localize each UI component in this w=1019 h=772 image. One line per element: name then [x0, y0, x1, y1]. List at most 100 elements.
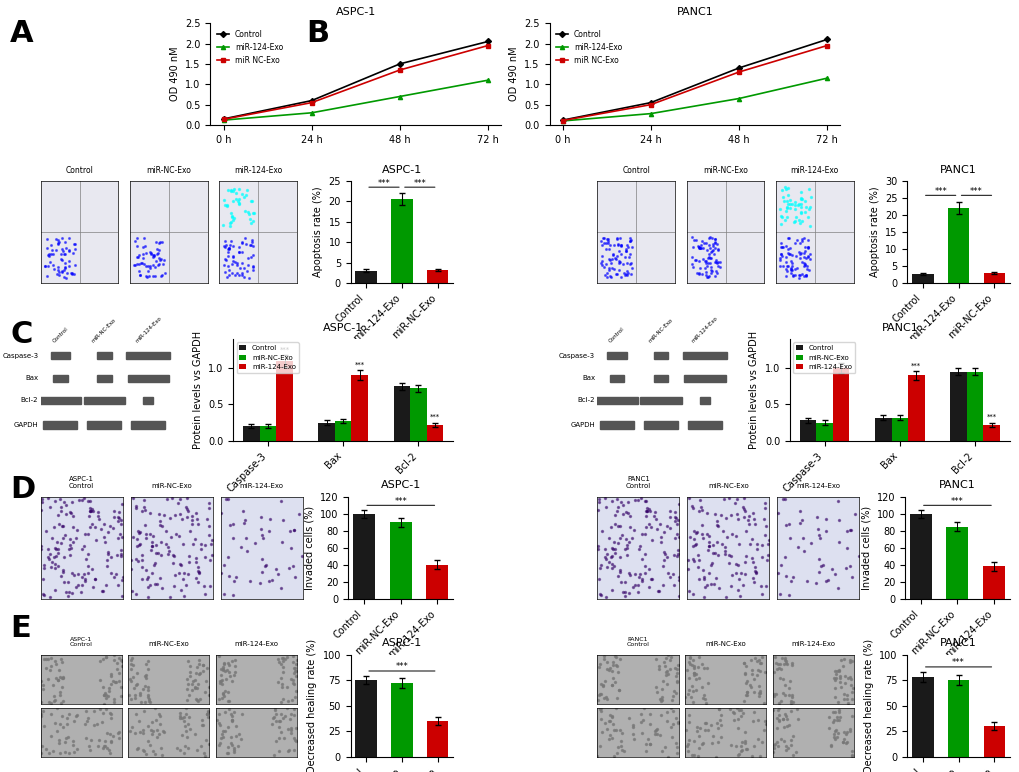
Point — [217, 266, 233, 278]
Point — [655, 526, 672, 538]
Point — [597, 243, 613, 256]
Point — [776, 263, 793, 276]
Point — [254, 553, 270, 565]
Point — [245, 240, 261, 252]
Point — [191, 566, 207, 578]
Point — [787, 236, 803, 249]
Point — [240, 208, 257, 220]
Point — [709, 244, 726, 256]
Point — [224, 517, 240, 530]
Bar — [352, 375, 368, 441]
Point — [58, 242, 74, 254]
Text: A: A — [10, 19, 34, 49]
Point — [768, 721, 785, 733]
Point — [152, 519, 168, 531]
Point — [693, 519, 709, 531]
Point — [144, 567, 160, 579]
Point — [135, 504, 151, 516]
Point — [712, 719, 729, 731]
Point — [100, 689, 116, 702]
Point — [708, 238, 725, 250]
Point — [669, 716, 686, 728]
Point — [138, 247, 154, 259]
Point — [839, 726, 855, 738]
Point — [223, 731, 239, 743]
Point — [184, 675, 201, 687]
Point — [603, 262, 620, 274]
Point — [592, 703, 608, 715]
Point — [235, 191, 252, 204]
miR NC-Exo — [217, 115, 229, 124]
Point — [273, 495, 289, 507]
Point — [132, 696, 149, 708]
Point — [850, 550, 866, 563]
Point — [148, 547, 164, 560]
Point — [129, 525, 146, 537]
Point — [178, 682, 195, 695]
Title: Control: Control — [65, 166, 94, 174]
Point — [651, 518, 667, 530]
Point — [131, 689, 148, 701]
Point — [641, 738, 657, 750]
Bar — [891, 418, 907, 441]
Point — [745, 672, 761, 685]
Point — [669, 548, 686, 560]
Point — [752, 580, 768, 592]
Point — [722, 580, 739, 592]
Point — [690, 573, 706, 585]
Title: PANC1: PANC1 — [940, 638, 976, 648]
Point — [707, 750, 723, 763]
Point — [798, 262, 814, 275]
Point — [609, 683, 626, 696]
Point — [793, 185, 809, 198]
Text: ***: *** — [377, 179, 390, 188]
Point — [149, 259, 165, 272]
Point — [766, 737, 783, 750]
Point — [176, 740, 193, 753]
Point — [287, 662, 304, 674]
Point — [708, 266, 725, 279]
Point — [274, 652, 290, 664]
Point — [221, 696, 237, 708]
Point — [230, 198, 247, 211]
Point — [775, 735, 792, 747]
Text: Bax: Bax — [581, 375, 594, 381]
Point — [65, 735, 82, 747]
Point — [222, 217, 238, 229]
Point — [140, 689, 156, 701]
Point — [641, 581, 657, 594]
Point — [125, 531, 142, 543]
Point — [151, 728, 167, 740]
Point — [50, 664, 66, 676]
Point — [136, 745, 152, 757]
Point — [124, 671, 141, 683]
Point — [603, 542, 620, 554]
Point — [226, 269, 243, 282]
Point — [62, 267, 78, 279]
Point — [737, 669, 753, 681]
Point — [680, 716, 696, 728]
Point — [614, 258, 631, 270]
Point — [650, 663, 666, 676]
Point — [776, 744, 793, 757]
miR NC-Exo — [820, 41, 833, 50]
Point — [186, 674, 203, 686]
Point — [608, 666, 625, 679]
Point — [783, 659, 799, 671]
Point — [826, 665, 843, 678]
Point — [95, 706, 111, 719]
Point — [281, 561, 298, 574]
Point — [130, 715, 147, 727]
Point — [668, 747, 685, 760]
Point — [687, 254, 703, 266]
Bar — [874, 418, 891, 441]
Point — [844, 682, 860, 695]
Point — [781, 249, 797, 261]
Point — [681, 683, 697, 696]
Point — [60, 585, 76, 598]
Point — [600, 664, 616, 676]
Point — [146, 559, 162, 571]
Point — [769, 659, 786, 671]
Point — [622, 569, 638, 581]
Point — [737, 735, 753, 747]
